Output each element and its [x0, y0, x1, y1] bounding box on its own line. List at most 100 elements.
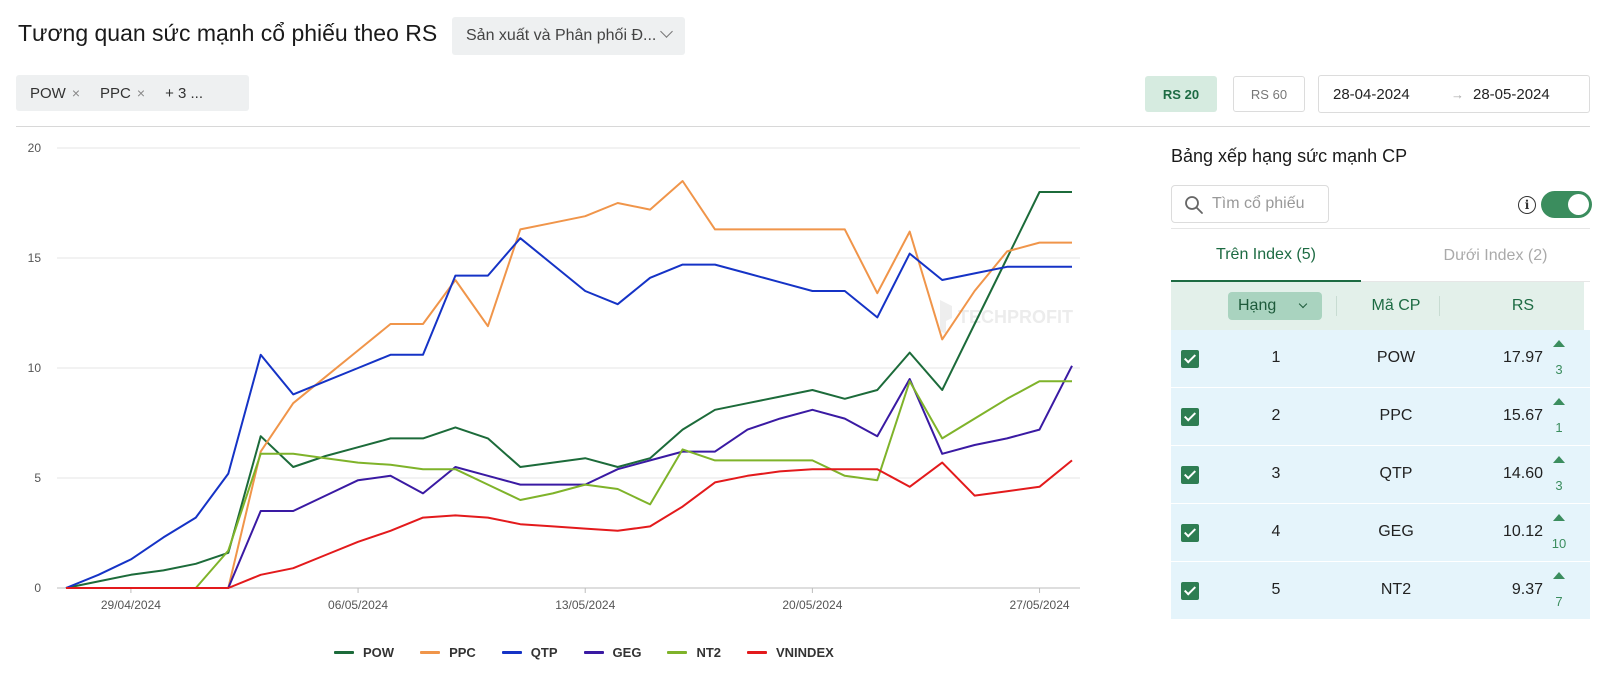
- date-from[interactable]: 28-04-2024: [1333, 85, 1410, 103]
- table-row[interactable]: 2 PPC 15.67 1: [1171, 388, 1590, 446]
- search-input[interactable]: [1212, 195, 1322, 213]
- row-rank: 5: [1271, 581, 1281, 598]
- series-line-qtp[interactable]: [65, 237, 1072, 589]
- table-header: Hạng Mã CP RS: [1171, 282, 1584, 330]
- arrow-right-icon: →: [1451, 86, 1464, 102]
- table-row[interactable]: 5 NT2 9.37 7: [1171, 562, 1590, 620]
- legend-swatch: [334, 651, 354, 654]
- code-column-label: Mã CP: [1371, 297, 1421, 314]
- legend-item-qtp[interactable]: QTP: [501, 645, 558, 660]
- industry-select[interactable]: Sản xuất và Phân phối Đ...: [452, 17, 685, 55]
- row-checkbox[interactable]: [1181, 466, 1199, 484]
- legend-item-nt2[interactable]: NT2: [667, 645, 721, 660]
- row-checkbox[interactable]: [1181, 524, 1199, 542]
- row-rank: 3: [1271, 465, 1281, 482]
- trend-up-icon: [1553, 340, 1565, 347]
- legend-label: GEG: [612, 645, 642, 660]
- series-line-geg[interactable]: [66, 365, 1073, 589]
- legend-swatch: [667, 651, 688, 654]
- row-rank: 1: [1271, 349, 1281, 366]
- legend-label: NT2: [696, 645, 721, 660]
- rs20-button[interactable]: RS 20: [1145, 76, 1217, 112]
- row-rs: 17.97: [1502, 349, 1543, 366]
- row-rs: 10.12: [1502, 523, 1543, 540]
- x-tick-label: 13/05/2024: [555, 598, 615, 612]
- legend-swatch: [420, 651, 441, 654]
- series-line-ppc[interactable]: [66, 180, 1072, 589]
- row-rank-change: 3: [1555, 478, 1563, 493]
- series-line-nt2[interactable]: [66, 380, 1072, 589]
- column-divider: [1336, 296, 1337, 316]
- legend-item-ppc[interactable]: PPC: [420, 645, 476, 660]
- y-tick-label: 5: [34, 471, 41, 485]
- industry-select-value: Sản xuất và Phân phối Đ...: [466, 27, 657, 44]
- ticker-chip-pow: POW ×: [30, 85, 80, 102]
- row-rank: 2: [1271, 407, 1281, 424]
- rs-column-label: RS: [1511, 297, 1535, 314]
- x-tick-label: 27/05/2024: [1010, 598, 1070, 612]
- rs-line-chart: TECHPROFIT 0 5 10 15 20 29/04/2024 06/05/2024…: [28, 141, 1080, 612]
- ranking-table-body: 1 POW 17.97 3 2 PPC 15.67 1 3 QTP 14.60 3 4 GEG 10.12 1…: [1171, 330, 1590, 620]
- close-icon[interactable]: ×: [136, 85, 146, 101]
- row-rs: 15.67: [1502, 407, 1543, 424]
- row-code: GEG: [1378, 523, 1414, 540]
- row-checkbox[interactable]: [1181, 582, 1199, 600]
- legend-label: QTP: [530, 645, 558, 660]
- y-tick-label: 20: [28, 141, 42, 155]
- legend-label: VNINDEX: [776, 645, 834, 660]
- trend-up-icon: [1553, 398, 1565, 405]
- legend-item-pow[interactable]: POW: [334, 645, 394, 660]
- x-tick-label: 06/05/2024: [328, 598, 388, 612]
- x-axis: 29/04/2024 06/05/2024 13/05/2024 20/05/2024…: [101, 588, 1070, 612]
- ticker-multiselect[interactable]: POW × PPC × + 3 ...: [16, 75, 249, 111]
- toggle-switch[interactable]: [1541, 191, 1592, 218]
- row-rank-change: 7: [1555, 594, 1563, 609]
- page-title: Tương quan sức mạnh cổ phiếu theo RS: [18, 20, 438, 46]
- date-to[interactable]: 28-05-2024: [1473, 85, 1550, 103]
- row-rank-change: 3: [1555, 362, 1563, 377]
- legend-swatch: [583, 651, 604, 654]
- chart-series: [65, 180, 1073, 589]
- chart-legend: POW PPC QTP GEG NT2 VNINDEX: [334, 645, 834, 660]
- legend-item-vnindex[interactable]: VNINDEX: [747, 645, 834, 660]
- legend-label: POW: [363, 645, 395, 660]
- trend-up-icon: [1553, 514, 1565, 521]
- row-code: POW: [1376, 349, 1416, 366]
- row-code: NT2: [1380, 581, 1412, 598]
- table-row[interactable]: 1 POW 17.97 3: [1171, 330, 1590, 388]
- rs60-button[interactable]: RS 60: [1233, 76, 1305, 112]
- legend-item-geg[interactable]: GEG: [583, 645, 642, 660]
- series-line-vnindex[interactable]: [66, 459, 1073, 589]
- legend-label: PPC: [449, 645, 476, 660]
- rank-sort-dropdown[interactable]: Hạng: [1228, 292, 1322, 320]
- ticker-chip-ppc: PPC ×: [100, 85, 145, 102]
- info-icon[interactable]: i: [1518, 196, 1536, 214]
- tab-below-index[interactable]: Dưới Index (2): [1443, 246, 1548, 264]
- row-rank-change: 1: [1555, 420, 1563, 435]
- table-row[interactable]: 3 QTP 14.60 3: [1171, 446, 1590, 504]
- x-tick-label: 20/05/2024: [782, 598, 842, 612]
- ticker-chip-label: POW: [30, 84, 66, 102]
- row-checkbox[interactable]: [1181, 350, 1199, 368]
- ticker-chip-label: PPC: [100, 84, 131, 102]
- series-line-pow[interactable]: [65, 191, 1072, 589]
- watermark-text: TECHPROFIT: [958, 307, 1073, 327]
- row-rank-change: 10: [1551, 536, 1567, 551]
- search-box[interactable]: [1171, 185, 1329, 223]
- tab-above-index[interactable]: Trên Index (5): [1171, 229, 1361, 282]
- y-axis: 0 5 10 15 20: [28, 141, 42, 595]
- x-tick-label: 29/04/2024: [101, 598, 161, 612]
- search-icon: [1185, 196, 1203, 214]
- header-divider: [16, 126, 1590, 127]
- close-icon[interactable]: ×: [71, 85, 81, 101]
- table-row[interactable]: 4 GEG 10.12 10: [1171, 504, 1590, 562]
- row-checkbox[interactable]: [1181, 408, 1199, 426]
- ticker-more[interactable]: + 3 ...: [165, 84, 204, 102]
- y-tick-label: 10: [28, 361, 42, 375]
- legend-swatch: [501, 651, 522, 654]
- chevron-down-icon: [1298, 299, 1308, 309]
- date-range-picker[interactable]: 28-04-2024 → 28-05-2024: [1318, 75, 1590, 113]
- chart-grid: [57, 147, 1080, 589]
- panel-title: Bảng xếp hạng sức mạnh CP: [1171, 146, 1408, 166]
